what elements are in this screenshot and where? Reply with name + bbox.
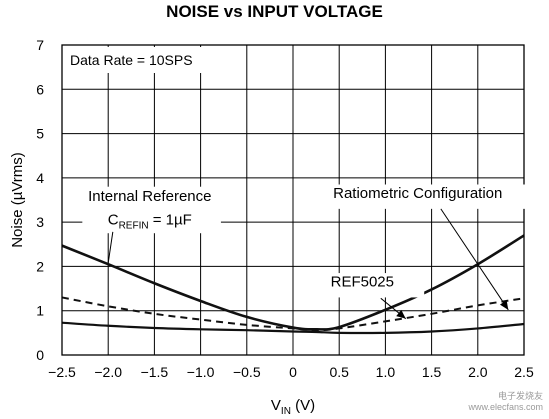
chart-title: NOISE vs INPUT VOLTAGE xyxy=(166,2,383,21)
x-tick-label: 2.5 xyxy=(514,364,534,380)
series-lines xyxy=(61,234,525,335)
data-rate-label: Data Rate = 10SPS xyxy=(70,52,193,68)
x-tick-label: −2.0 xyxy=(94,364,122,380)
y-tick-label: 6 xyxy=(36,81,44,97)
x-tick-label: −2.5 xyxy=(48,364,76,380)
y-tick-label: 1 xyxy=(36,303,44,319)
y-tick-label: 7 xyxy=(36,37,44,53)
x-tick-label: −1.0 xyxy=(187,364,215,380)
series-line-1 xyxy=(61,296,525,332)
ref5025-arrowhead xyxy=(396,309,406,319)
x-tick-label: −0.5 xyxy=(233,364,261,380)
y-tick-label: 2 xyxy=(36,258,44,274)
ratiometric-pointer xyxy=(440,208,509,311)
series-line-2 xyxy=(61,321,525,335)
ratiometric-arrowhead xyxy=(499,300,509,310)
x-tick-label: 0.5 xyxy=(329,364,349,380)
ratiometric-annotation: Ratiometric Configuration xyxy=(302,184,536,311)
watermark-line2: www.elecfans.com xyxy=(468,402,543,412)
y-axis-label: Noise (µVrms) xyxy=(9,152,26,248)
x-axis-label: VIN (V) xyxy=(271,397,315,417)
x-tick-label: 0 xyxy=(289,364,297,380)
internal-reference-label: Internal Reference xyxy=(88,188,211,205)
ratiometric-label: Ratiometric Configuration xyxy=(333,185,502,202)
data-rate-box: Data Rate = 10SPS xyxy=(64,47,222,73)
internal-reference-pointer xyxy=(107,231,114,263)
x-tick-label: 1.0 xyxy=(376,364,396,380)
x-tick-label: 2.0 xyxy=(468,364,488,380)
y-tick-label: 5 xyxy=(36,126,44,142)
y-tick-label: 3 xyxy=(36,214,44,230)
y-tick-label: 0 xyxy=(36,347,44,363)
ref5025-label: REF5025 xyxy=(331,273,394,290)
watermark: 电子发烧友 www.elecfans.com xyxy=(468,391,543,413)
x-tick-label: 1.5 xyxy=(422,364,442,380)
tick-labels: −2.5 −2.0 −1.5 −1.0 −0.5 0 0.5 1.0 1.5 2.0 2.5 0 1 2 3… xyxy=(36,37,534,380)
y-tick-label: 4 xyxy=(36,170,44,186)
internal-reference-annotation: Internal Reference CREFIN = 1µF xyxy=(82,186,221,263)
ref5025-annotation: REF5025 xyxy=(302,273,425,320)
crefin-label: CREFIN = 1µF xyxy=(108,211,192,231)
x-tick-label: −1.5 xyxy=(141,364,169,380)
watermark-line1: 电子发烧友 xyxy=(497,391,543,401)
